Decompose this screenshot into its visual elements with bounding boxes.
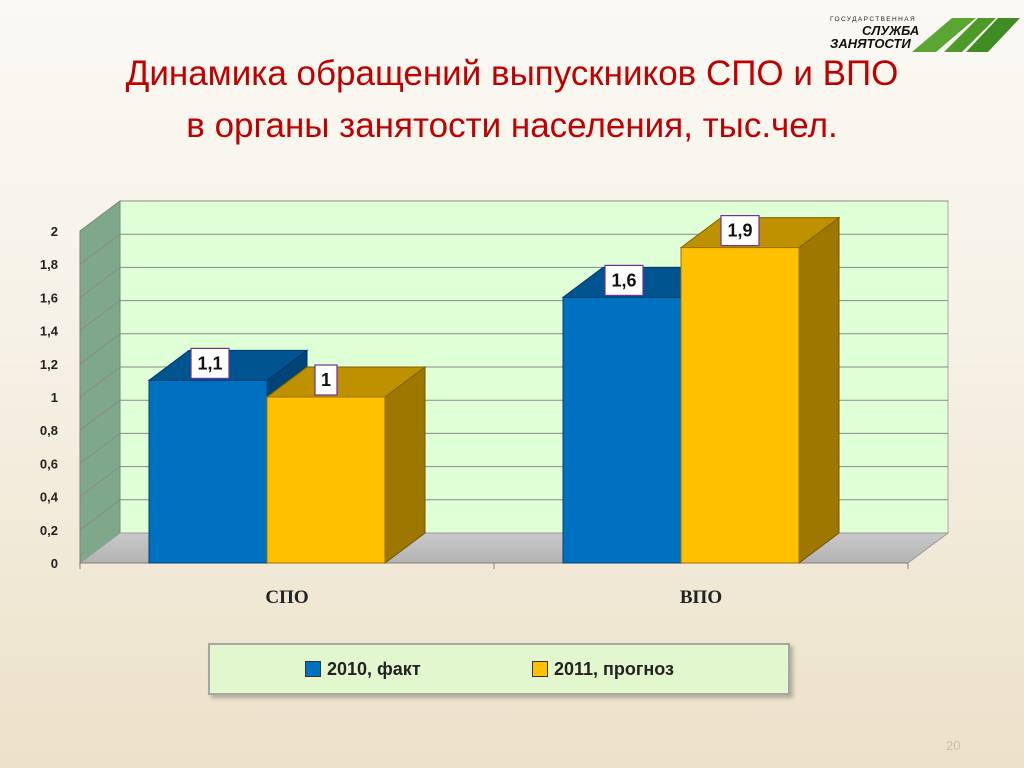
logo-stripe-3 <box>966 18 1020 52</box>
slide-title: Динамика обращений выпускников СПО и ВПО… <box>40 48 984 152</box>
gridline-side <box>79 399 121 431</box>
data-label-text: 1,9 <box>727 221 752 241</box>
data-label: 1 <box>314 364 338 396</box>
y-tick-label: 1,2 <box>40 357 58 372</box>
gridline-side <box>79 300 121 332</box>
data-label: 1,6 <box>604 264 644 296</box>
y-tick-label: 0,2 <box>40 523 58 538</box>
data-label-box <box>314 364 338 396</box>
gridline-side <box>79 266 121 298</box>
employment-service-logo: ГОСУДАРСТВЕННАЯ СЛУЖБА ЗАНЯТОСТИ <box>830 16 1020 52</box>
gridline-side <box>79 233 121 265</box>
bar-side <box>798 216 840 564</box>
tick-labels: 0 0,2 0,4 0,6 0,8 1 1,2 1,4 1,6 1,8 2 СПО ВПО <box>40 224 722 608</box>
bar-front <box>266 396 386 564</box>
y-tick-label: 0 <box>51 556 58 571</box>
legend-swatch-2010 <box>305 661 321 677</box>
y-tick-label: 1 <box>51 390 58 405</box>
legend-swatch-2011 <box>532 661 548 677</box>
x-category-label: СПО <box>265 587 308 608</box>
page-number: 20 <box>946 738 961 753</box>
y-tick-label: 1,4 <box>40 324 59 339</box>
data-label-box <box>720 215 760 247</box>
legend-item-2011: 2011, прогноз <box>532 659 674 679</box>
data-label: 1,1 <box>190 347 230 379</box>
bars <box>147 216 841 564</box>
legend-item-2010: 2010, факт <box>305 659 421 679</box>
data-label-text: 1,6 <box>611 270 636 290</box>
y-tick-label: 1,6 <box>40 290 58 305</box>
bar-front <box>562 296 682 564</box>
bar-side <box>384 366 426 564</box>
logo-stripe-2 <box>944 18 996 52</box>
y-tick-label: 1,8 <box>40 257 58 272</box>
legend-label-2011: 2011, прогноз <box>554 658 674 679</box>
gridline-side <box>79 333 121 365</box>
title-line-1: Динамика обращений выпускников СПО и ВПО <box>125 54 899 93</box>
title-line-2: в органы занятости населения, тыс.чел. <box>186 106 838 145</box>
y-tick-label: 2 <box>51 224 58 239</box>
gridline-side <box>79 366 121 398</box>
gridline-side <box>79 432 121 464</box>
gridline-side <box>79 466 121 498</box>
data-label-box <box>604 264 644 296</box>
data-label: 1,9 <box>720 215 760 247</box>
logo-line-1: ГОСУДАРСТВЕННАЯ <box>830 16 916 23</box>
data-labels: 1,1 1 1,6 1,9 <box>190 215 760 396</box>
bar-front <box>680 247 800 564</box>
logo-line-2: СЛУЖБА <box>862 23 919 38</box>
logo-stripe-1 <box>912 18 976 52</box>
legend-label-2010: 2010, факт <box>327 658 421 679</box>
bar <box>265 366 427 564</box>
x-category-label: ВПО <box>680 587 722 608</box>
bar <box>679 216 841 564</box>
y-tick-label: 0,6 <box>40 456 58 471</box>
data-label-text: 1,1 <box>197 353 222 373</box>
logo-line-3: ЗАНЯТОСТИ <box>830 36 911 51</box>
chart-legend: 2010, факт 2011, прогноз <box>208 643 790 695</box>
gridline-side <box>79 200 121 232</box>
data-label-box <box>190 347 230 379</box>
data-label-text: 1 <box>321 370 331 390</box>
bar-front <box>148 379 268 564</box>
gridline-side <box>79 499 121 531</box>
y-tick-label: 0,8 <box>40 423 58 438</box>
y-tick-label: 0,4 <box>40 490 59 505</box>
